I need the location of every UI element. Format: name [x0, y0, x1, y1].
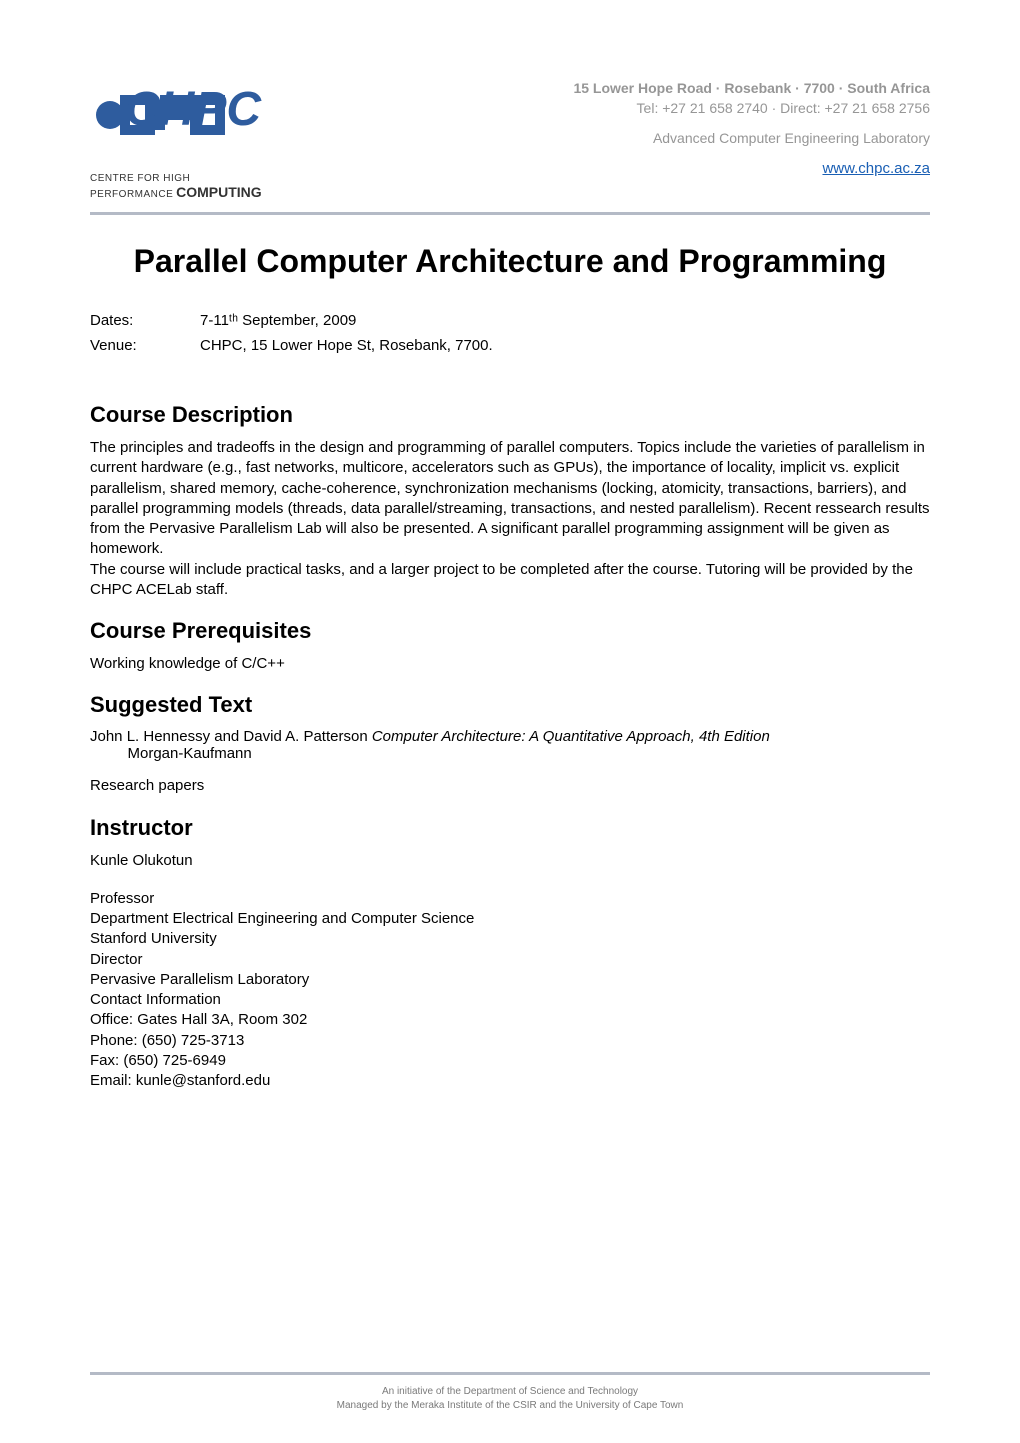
suggested-text-heading: Suggested Text: [90, 692, 930, 718]
website-link[interactable]: www.chpc.ac.za: [822, 160, 930, 177]
textbook-reference: John L. Hennessy and David A. Patterson …: [90, 728, 930, 762]
footer-line1: An initiative of the Department of Scien…: [382, 1386, 638, 1397]
dates-value: 7-11ᵗʰ September, 2009: [200, 312, 356, 329]
logo-container: CHPC CENTRE FOR HIGH PERFORMANCE COMPUTI…: [90, 80, 320, 200]
address-line: 15 Lower Hope Road · Rosebank · 7700 · S…: [380, 80, 930, 96]
logo-caption-mid: PERFORMANCE: [90, 189, 173, 200]
footer: An initiative of the Department of Scien…: [90, 1372, 930, 1413]
bottom-divider: [90, 1372, 930, 1375]
logo-caption: CENTRE FOR HIGH PERFORMANCE COMPUTING: [90, 173, 262, 200]
svg-text:CHPC: CHPC: [125, 83, 262, 136]
header-section: CHPC CENTRE FOR HIGH PERFORMANCE COMPUTI…: [90, 80, 930, 200]
prereq-body: Working knowledge of C/C++: [90, 654, 930, 674]
logo-caption-top: CENTRE FOR HIGH: [90, 173, 190, 184]
venue-label: Venue:: [90, 337, 200, 354]
instructor-heading: Instructor: [90, 815, 930, 841]
instructor-details: Professor Department Electrical Engineer…: [90, 889, 930, 1092]
description-body: The principles and tradeoffs in the desi…: [90, 438, 930, 600]
footer-text: An initiative of the Department of Scien…: [90, 1385, 930, 1413]
venue-row: Venue: CHPC, 15 Lower Hope St, Rosebank,…: [90, 337, 930, 354]
textbook-publisher: Morgan-Kaufmann: [90, 745, 252, 762]
telephone-line: Tel: +27 21 658 2740 · Direct: +27 21 65…: [380, 100, 930, 116]
prereq-heading: Course Prerequisites: [90, 618, 930, 644]
venue-value: CHPC, 15 Lower Hope St, Rosebank, 7700.: [200, 337, 493, 354]
description-heading: Course Description: [90, 402, 930, 428]
dates-label: Dates:: [90, 312, 200, 329]
footer-line2: Managed by the Meraka Institute of the C…: [337, 1400, 684, 1411]
research-papers-note: Research papers: [90, 776, 930, 796]
textbook-authors: John L. Hennessy and David A. Patterson: [90, 728, 372, 745]
instructor-name: Kunle Olukotun: [90, 851, 930, 871]
dates-row: Dates: 7-11ᵗʰ September, 2009: [90, 312, 930, 329]
textbook-title: Computer Architecture: A Quantitative Ap…: [372, 728, 770, 745]
logo-caption-computing: COMPUTING: [176, 184, 262, 200]
lab-name: Advanced Computer Engineering Laboratory: [380, 130, 930, 146]
chpc-logo-icon: CHPC: [90, 80, 320, 170]
top-divider: [90, 212, 930, 215]
document-title: Parallel Computer Architecture and Progr…: [90, 243, 930, 280]
header-info: 15 Lower Hope Road · Rosebank · 7700 · S…: [380, 80, 930, 178]
